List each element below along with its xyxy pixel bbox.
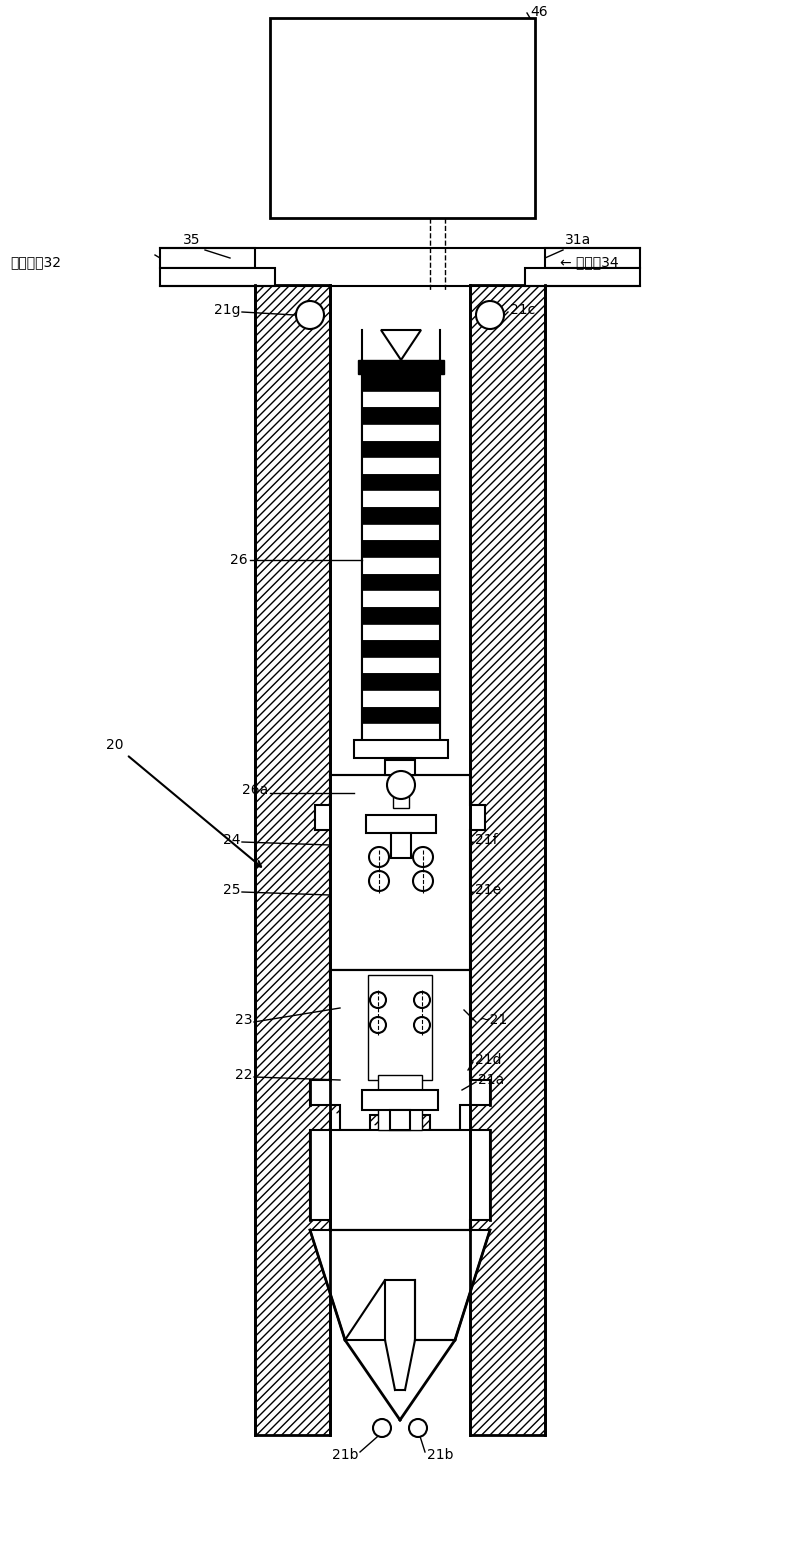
Text: 21e: 21e <box>475 883 501 897</box>
Circle shape <box>414 1017 430 1033</box>
Circle shape <box>369 847 389 867</box>
Bar <box>362 474 440 490</box>
Bar <box>362 590 440 607</box>
Polygon shape <box>310 1130 490 1230</box>
Bar <box>378 1075 422 1130</box>
Text: 21b: 21b <box>332 1448 358 1462</box>
Bar <box>362 623 440 640</box>
Bar <box>362 723 440 740</box>
Text: 20: 20 <box>106 739 261 867</box>
Bar <box>362 507 440 524</box>
Bar <box>525 268 640 286</box>
Text: 21f: 21f <box>475 833 498 847</box>
Text: 21c: 21c <box>510 304 535 318</box>
Bar <box>390 1110 410 1130</box>
Circle shape <box>413 872 433 890</box>
Text: 21d: 21d <box>475 1053 502 1067</box>
Circle shape <box>476 300 504 329</box>
Circle shape <box>414 992 430 1008</box>
Bar <box>358 360 444 374</box>
Bar <box>362 490 440 507</box>
Bar <box>545 247 640 268</box>
Text: 35: 35 <box>182 233 200 247</box>
Bar <box>362 540 440 557</box>
Bar <box>255 285 330 1435</box>
Circle shape <box>370 992 386 1008</box>
Text: 46: 46 <box>530 5 548 19</box>
Bar <box>362 440 440 457</box>
Circle shape <box>373 1419 391 1437</box>
Bar <box>385 761 415 775</box>
Circle shape <box>369 872 389 890</box>
Bar <box>354 740 448 757</box>
Polygon shape <box>381 330 421 360</box>
Polygon shape <box>310 1230 490 1340</box>
Text: 31a: 31a <box>565 233 591 247</box>
Text: 23: 23 <box>234 1013 252 1027</box>
Polygon shape <box>310 970 490 1130</box>
Text: 26: 26 <box>230 552 248 567</box>
Bar <box>393 778 409 808</box>
Bar <box>362 407 440 424</box>
Polygon shape <box>470 1130 490 1221</box>
Bar <box>270 19 535 218</box>
Polygon shape <box>310 1230 490 1340</box>
Bar <box>391 757 411 778</box>
Circle shape <box>387 772 415 800</box>
Text: 21a: 21a <box>478 1074 504 1088</box>
Text: ← 从共轨34: ← 从共轨34 <box>560 255 618 269</box>
Bar <box>362 557 440 574</box>
Bar <box>362 424 440 440</box>
Bar <box>362 673 440 690</box>
Bar <box>470 285 545 1435</box>
Text: ~21: ~21 <box>478 1013 507 1027</box>
Bar <box>362 707 440 723</box>
Circle shape <box>370 1017 386 1033</box>
Bar <box>368 975 432 1080</box>
Polygon shape <box>310 970 390 1130</box>
Bar <box>362 657 440 673</box>
Bar <box>362 607 440 623</box>
Bar <box>160 247 255 268</box>
Text: 22: 22 <box>234 1067 252 1081</box>
Text: 25: 25 <box>222 883 240 897</box>
Circle shape <box>413 847 433 867</box>
Bar <box>362 374 440 391</box>
Bar <box>362 524 440 540</box>
Bar <box>391 833 411 858</box>
Bar <box>362 1089 438 1110</box>
Polygon shape <box>315 775 485 970</box>
Polygon shape <box>410 970 490 1130</box>
Bar <box>160 268 275 286</box>
Text: 21g: 21g <box>214 304 240 318</box>
Bar <box>362 640 440 657</box>
Polygon shape <box>310 1130 330 1221</box>
Bar <box>366 815 436 833</box>
Polygon shape <box>410 775 470 970</box>
Circle shape <box>296 300 324 329</box>
Text: 向燃料罐32: 向燃料罐32 <box>10 255 61 269</box>
Circle shape <box>409 1419 427 1437</box>
Bar <box>362 457 440 474</box>
Text: 21b: 21b <box>426 1448 454 1462</box>
Polygon shape <box>330 775 390 970</box>
Bar <box>362 690 440 707</box>
Bar <box>362 391 440 407</box>
Text: 26a: 26a <box>242 782 268 797</box>
Text: 24: 24 <box>222 833 240 847</box>
Bar <box>362 574 440 590</box>
